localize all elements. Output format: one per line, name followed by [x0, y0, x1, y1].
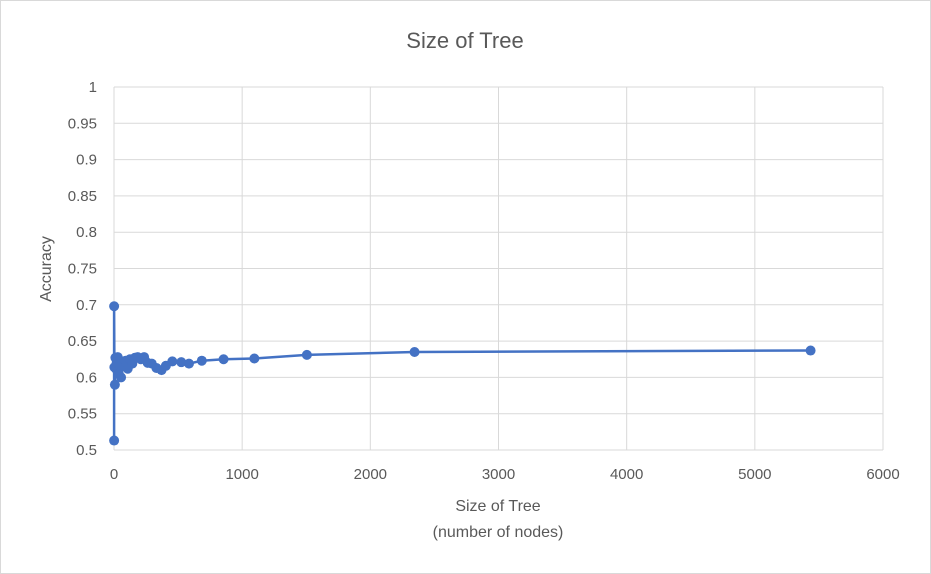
data-point: [176, 357, 187, 368]
gridlines: [113, 86, 884, 451]
y-tick-label: 0.7: [76, 297, 97, 314]
chart-title: Size of Tree: [406, 28, 523, 53]
y-tick-label: 0.95: [68, 115, 97, 132]
x-tick-label: 6000: [866, 466, 899, 483]
y-tick-label: 1: [89, 79, 97, 96]
y-tick-label: 0.5: [76, 442, 97, 459]
x-axis-title-line2: (number of nodes): [433, 524, 564, 541]
y-tick-label: 0.8: [76, 224, 97, 241]
y-tick-label: 0.75: [68, 261, 97, 278]
y-axis-title: Accuracy: [38, 236, 55, 302]
data-point: [109, 301, 120, 312]
data-point: [409, 346, 420, 357]
x-tick-label: 0: [110, 466, 118, 483]
y-tick-label: 0.6: [76, 369, 97, 386]
x-tick-label: 2000: [354, 466, 387, 483]
data-point: [218, 354, 229, 365]
x-axis-title-line1: Size of Tree: [455, 498, 540, 515]
tick-labels: 0.5 0.55 0.6 0.65 0.7 0.75 0.8 0.85 0.9 0.95 1 0 100…: [68, 79, 900, 483]
data-point: [109, 435, 120, 446]
data-point: [167, 356, 178, 367]
x-tick-label: 1000: [225, 466, 258, 483]
y-tick-label: 0.9: [76, 152, 97, 169]
series-line: [112, 305, 811, 441]
x-tick-label: 3000: [482, 466, 515, 483]
y-tick-label: 0.65: [68, 333, 97, 350]
x-tick-label: 4000: [610, 466, 643, 483]
data-point: [805, 345, 816, 356]
data-point: [196, 355, 207, 366]
data-point: [116, 372, 127, 383]
x-tick-label: 5000: [738, 466, 771, 483]
data-point: [301, 349, 312, 360]
y-tick-label: 0.55: [68, 406, 97, 423]
data-point: [183, 358, 194, 369]
data-point: [109, 379, 120, 390]
series-layer: [109, 301, 816, 446]
data-point: [249, 353, 260, 364]
y-tick-label: 0.85: [68, 188, 97, 205]
